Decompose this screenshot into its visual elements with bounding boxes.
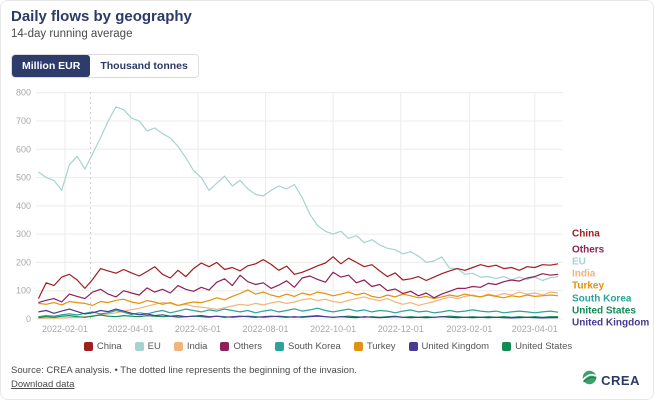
legend-swatch [502, 342, 512, 351]
chart-legend: China EU India Others South Korea Turkey Unite… [1, 341, 653, 352]
x-tick-label: 2022-10-01 [310, 324, 356, 334]
legend-item-india[interactable]: India [173, 341, 208, 352]
y-tick-label: 500 [16, 173, 31, 183]
legend-swatch [83, 342, 93, 351]
legend-label: United Kingdom [421, 341, 490, 352]
legend-swatch [220, 342, 230, 351]
crea-wordmark: CREA [601, 372, 640, 388]
y-tick-label: 0 [26, 314, 31, 324]
legend-item-united-states[interactable]: United States [502, 341, 572, 352]
page-subtitle: 14-day running average [11, 28, 133, 40]
x-tick-label: 2022-08-01 [243, 324, 289, 334]
source-note: Source: CREA analysis. • The dotted line… [11, 365, 357, 376]
legend-item-turkey[interactable]: Turkey [353, 341, 396, 352]
toggle-thousand-tonnes[interactable]: Thousand tonnes [90, 55, 198, 77]
download-data-link[interactable]: Download data [11, 379, 75, 390]
legend-item-south-korea[interactable]: South Korea [274, 341, 341, 352]
x-tick-label: 2022-02-01 [42, 324, 88, 334]
x-tick-label: 2022-04-01 [107, 324, 153, 334]
series-line-turkey [38, 289, 559, 306]
y-tick-label: 700 [16, 116, 31, 126]
legend-swatch [408, 342, 418, 351]
legend-label: China [96, 341, 122, 352]
legend-swatch [353, 342, 363, 351]
legend-swatch [134, 342, 144, 351]
legend-label: India [186, 341, 208, 352]
legend-swatch [274, 342, 284, 351]
legend-label: Turkey [366, 341, 396, 352]
unit-toggle: Million EUR Thousand tonnes [11, 54, 199, 78]
legend-swatch [173, 342, 183, 351]
x-tick-label: 2023-02-01 [446, 324, 492, 334]
series-line-eu [38, 106, 559, 282]
y-tick-label: 200 [16, 257, 31, 267]
line-chart: 0 100 200 300 400 500 600 700 800 2022-02-01 2022-… [1, 87, 653, 337]
y-tick-label: 400 [16, 201, 31, 211]
chart-canvas: 0 100 200 300 400 500 600 700 800 2022-02-01 2022-… [16, 88, 563, 334]
legend-item-eu[interactable]: EU [134, 341, 161, 352]
legend-item-others[interactable]: Others [220, 341, 262, 352]
x-tick-label: 2023-04-01 [512, 324, 558, 334]
legend-label: Others [233, 341, 262, 352]
page-title: Daily flows by geography [11, 8, 192, 25]
series-line-china [37, 256, 559, 299]
legend-label: South Korea [287, 341, 341, 352]
crea-logo-icon [582, 370, 597, 390]
legend-label: EU [147, 341, 161, 352]
legend-item-china[interactable]: China [83, 341, 122, 352]
x-tick-label: 2022-06-01 [175, 324, 221, 334]
series-line-south-korea [38, 307, 559, 318]
legend-item-united-kingdom[interactable]: United Kingdom [408, 341, 490, 352]
y-tick-label: 800 [16, 88, 31, 98]
legend-label: United States [515, 341, 573, 352]
x-tick-label: 2022-12-01 [378, 324, 424, 334]
series-line-others [38, 271, 559, 304]
y-tick-label: 100 [16, 286, 31, 296]
y-tick-label: 300 [16, 229, 31, 239]
crea-brand: CREA [582, 370, 640, 390]
y-tick-label: 600 [16, 144, 31, 154]
series-line-united-kingdom [38, 308, 559, 319]
toggle-million-eur[interactable]: Million EUR [12, 55, 91, 77]
